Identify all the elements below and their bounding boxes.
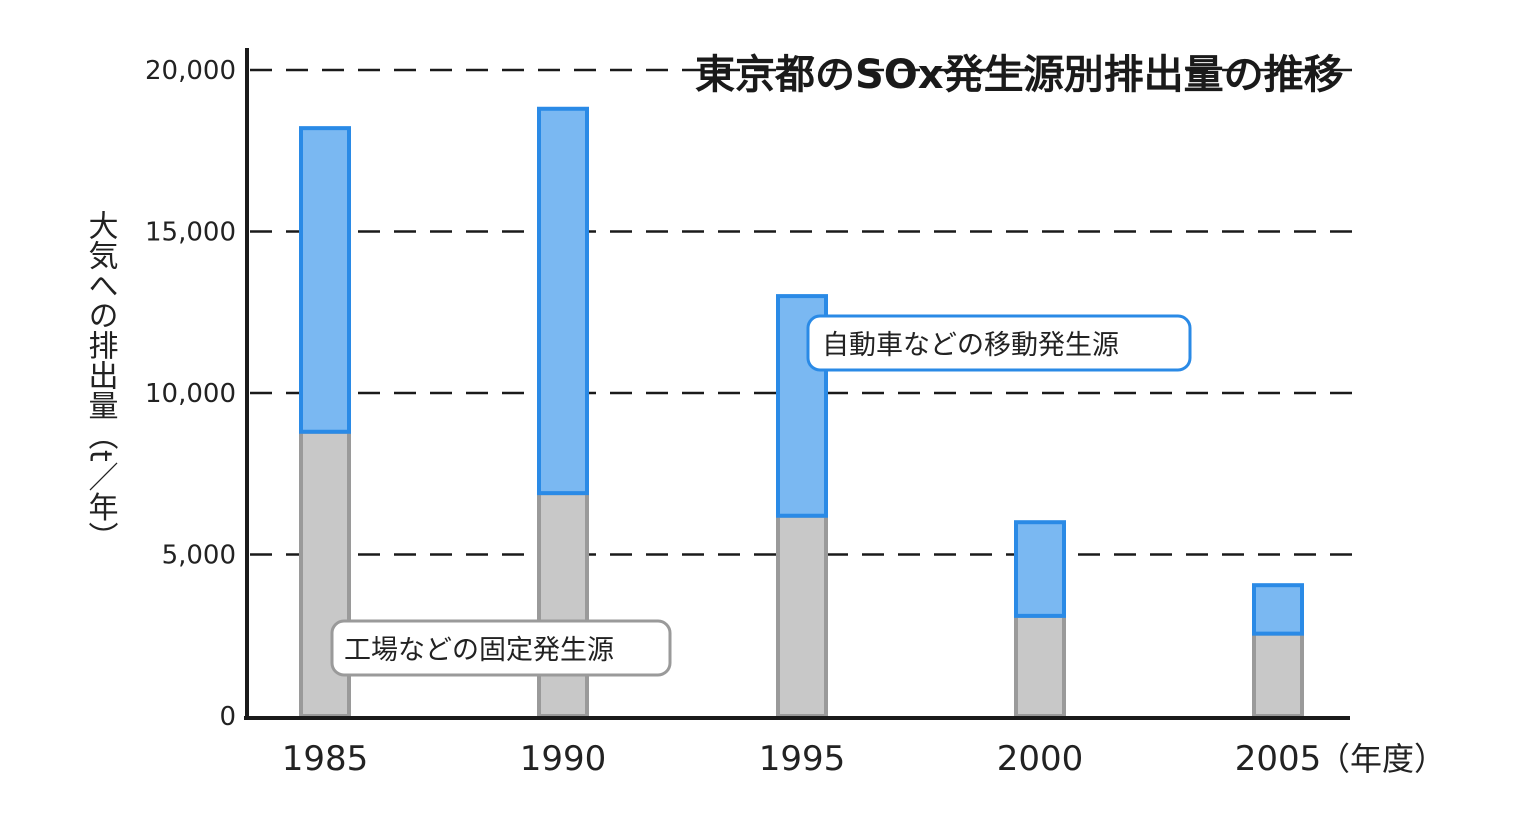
axes [244, 48, 1350, 720]
bar-fixed-source [776, 513, 828, 718]
x-tick-label: 2005 [1235, 739, 1322, 779]
y-tick-labels: 0 5,000 10,000 15,000 20,000 [145, 56, 236, 732]
y-axis-label: 大気への排出量（t／年） [83, 210, 119, 552]
y-tick-label: 0 [219, 702, 236, 732]
bar-mobile-source [1014, 520, 1066, 618]
y-tick-label: 15,000 [145, 218, 236, 248]
x-tick-label: 2000 [997, 739, 1084, 779]
bars-group [299, 106, 1304, 719]
fixed-source-callout: 工場などの固定発生源 [330, 619, 672, 677]
chart-title: 東京都のSOx発生源別排出量の推移 [695, 52, 1344, 98]
y-tick-label: 10,000 [145, 379, 236, 409]
bar-fixed-source [1014, 613, 1066, 718]
x-unit-label: （年度） [1318, 740, 1446, 778]
y-tick-label: 5,000 [162, 541, 236, 571]
bar-fixed-source [1252, 631, 1304, 719]
x-tick-label: 1990 [520, 739, 607, 779]
bar-fixed-source [537, 491, 589, 718]
y-tick-label: 20,000 [145, 56, 236, 86]
fixed-source-legend-label: 工場などの固定発生源 [344, 635, 614, 666]
bar-mobile-source [537, 106, 589, 496]
x-tick-labels: 1985 1990 1995 2000 2005 [282, 739, 1322, 779]
fixed-source-callout-box [330, 619, 672, 677]
bar-mobile-source [299, 126, 351, 434]
x-tick-label: 1985 [282, 739, 369, 779]
bar-mobile-source [1252, 583, 1304, 636]
bar-mobile-source [776, 294, 828, 518]
x-tick-label: 1995 [759, 739, 846, 779]
mobile-source-callout: 自動車などの移動発生源 [806, 314, 1192, 372]
mobile-source-callout-box [806, 314, 1192, 372]
mobile-source-legend-label: 自動車などの移動発生源 [822, 330, 1119, 361]
